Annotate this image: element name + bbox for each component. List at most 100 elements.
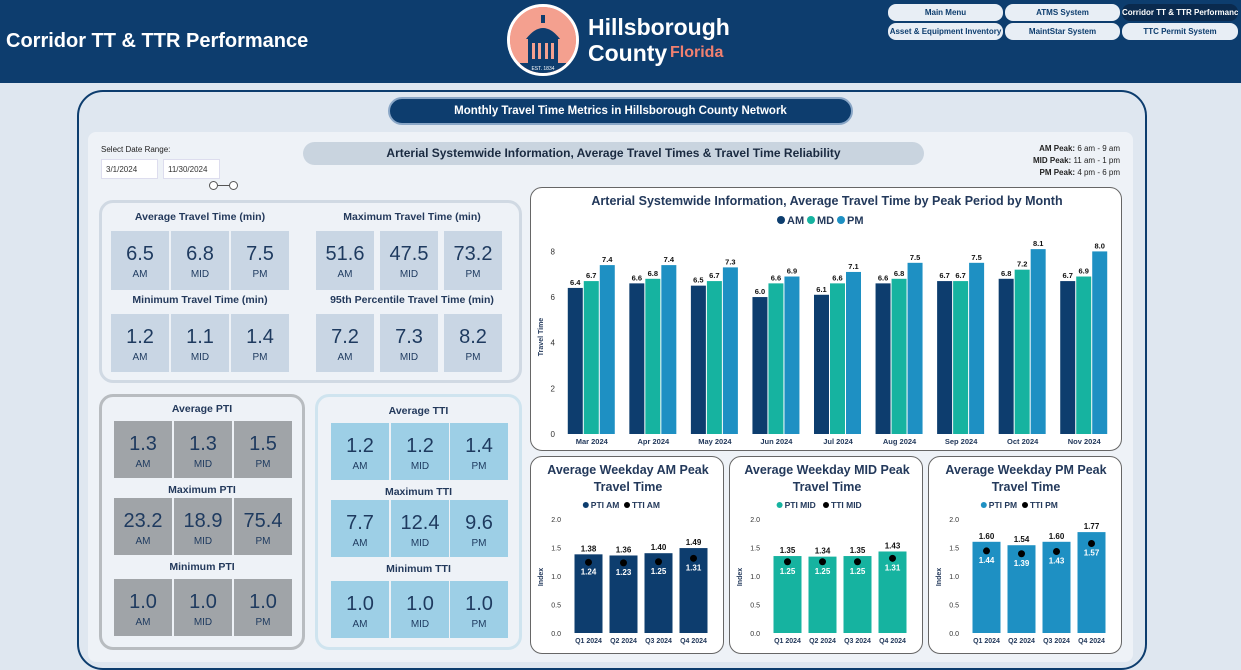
pti-value-label: 1.49 — [686, 538, 702, 547]
bar-pti — [679, 548, 708, 633]
mid-peak-note: MID Peak: 11 am - 1 pm — [1032, 156, 1120, 165]
legend-label-pti: PTI MID — [785, 500, 816, 510]
monthly-tt-chart-panel: Arterial Systemwide Information, Average… — [530, 187, 1122, 451]
bar-pm — [969, 262, 985, 434]
avg-pti-mid-tile: 1.3 MID — [174, 421, 232, 478]
min-pti-pm-tile: 1.0 PM — [234, 579, 292, 636]
avg-tti-pm-tile: 1.4 PM — [450, 423, 508, 480]
date-slider-track[interactable] — [213, 185, 233, 186]
x-tick-label: Q4 2024 — [1078, 638, 1105, 645]
bar-value-label: 6.7 — [955, 271, 965, 280]
bar-pm — [1030, 249, 1046, 434]
max-pti-title: Maximum PTI — [168, 484, 236, 496]
bar-value-label: 8.0 — [1095, 241, 1105, 250]
bar-value-label: 7.4 — [602, 255, 613, 264]
y-tick-label: 1.5 — [750, 546, 760, 553]
min-tt-am-tile: 1.2 AM — [111, 314, 169, 372]
seal-text: EST. 1834 — [531, 66, 554, 72]
bar-md — [768, 283, 784, 434]
y-tick-label: 2 — [551, 384, 556, 393]
am-peak-chart: PTI AM TTI AM Index 0.0 0.5 1.0 1.5 2.0 1.38 1.24… — [538, 500, 708, 645]
end-date-input[interactable]: 11/30/2024 — [163, 159, 220, 179]
avg-pti-pm-tile: 1.5 PM — [234, 421, 292, 478]
tti-marker — [854, 558, 861, 566]
monthly-tt-chart-title: Arterial Systemwide Information, Average… — [591, 194, 1063, 208]
nav-corridor-tt-button[interactable]: Corridor TT & TTR Performance — [1122, 4, 1238, 21]
avg-tt-title: Average Travel Time (min) — [134, 211, 266, 223]
y-tick-label: 2.0 — [750, 517, 760, 524]
tti-value-label: 1.25 — [651, 567, 667, 576]
x-tick-label: Q3 2024 — [844, 638, 871, 645]
tti-value-label: 1.24 — [581, 567, 597, 576]
pti-value-label: 1.77 — [1084, 522, 1100, 531]
bar-md — [645, 278, 661, 434]
tti-marker — [655, 558, 662, 566]
bar-pti — [574, 554, 603, 633]
bar-pti — [1042, 541, 1071, 633]
bar-value-label: 6.4 — [570, 278, 581, 287]
legend-marker-md — [807, 216, 815, 224]
pti-value-label: 1.35 — [780, 546, 796, 555]
nav-atms-system-button[interactable]: ATMS System — [1005, 4, 1120, 21]
logo-text-line3: Florida — [670, 44, 724, 61]
page-title: Corridor TT & TTR Performance — [6, 30, 309, 52]
bar-value-label: 6.8 — [1001, 269, 1011, 278]
county-seal-logo: EST. 1834 — [507, 4, 579, 76]
bar-value-label: 6.6 — [632, 273, 642, 282]
nav-ttc-permit-button[interactable]: TTC Permit System — [1122, 23, 1238, 40]
bar-value-label: 7.1 — [848, 262, 858, 271]
bar-am — [937, 281, 953, 434]
x-tick-label: Aug 2024 — [883, 437, 917, 446]
tti-marker — [1053, 547, 1060, 555]
pti-value-label: 1.60 — [1049, 532, 1065, 541]
max-tti-am-tile: 7.7 AM — [331, 500, 389, 557]
x-tick-label: Q4 2024 — [680, 638, 707, 645]
x-tick-label: Q1 2024 — [973, 638, 1000, 645]
header-bar: Corridor TT & TTR Performance EST. 1834 … — [0, 0, 1241, 83]
bar-md — [891, 278, 907, 434]
pm-peak-note: PM Peak: 4 pm - 6 pm — [1039, 168, 1121, 177]
tti-marker — [889, 554, 896, 562]
x-tick-label: May 2024 — [698, 437, 732, 446]
max-tt-pm-tile: 73.2 PM — [444, 231, 502, 290]
p95-tt-am-tile: 7.2 AM — [316, 314, 374, 372]
x-tick-label: Q2 2024 — [610, 638, 637, 645]
bar-pm — [599, 265, 615, 434]
bar-value-label: 6.7 — [939, 271, 949, 280]
tti-marker — [983, 547, 990, 555]
x-tick-label: Q2 2024 — [1008, 638, 1035, 645]
tti-value-label: 1.25 — [850, 567, 866, 576]
y-tick-label: 1.5 — [551, 546, 561, 553]
bar-value-label: 6.8 — [894, 269, 904, 278]
legend-marker-tti — [624, 502, 630, 508]
nav-asset-inventory-button[interactable]: Asset & Equipment Inventory — [888, 23, 1003, 40]
bar-pti — [609, 555, 638, 633]
nav-maintstar-button[interactable]: MaintStar System — [1005, 23, 1120, 40]
bar-value-label: 7.2 — [1017, 260, 1027, 269]
pm-peak-chart-panel: Average Weekday PM Peak Travel Time PTI … — [928, 456, 1122, 654]
legend-label-pti: PTI AM — [591, 500, 620, 510]
mid-peak-chart-title: Average Weekday MID Peak Travel Time — [744, 463, 910, 494]
bar-value-label: 6.9 — [1079, 267, 1089, 276]
start-date-input[interactable]: 3/1/2024 — [101, 159, 158, 179]
date-slider-start-handle[interactable] — [209, 181, 218, 190]
y-tick-label: 1.0 — [750, 574, 760, 581]
pti-value-label: 1.38 — [581, 544, 597, 553]
avg-tt-pm-tile: 7.5 PM — [231, 231, 289, 290]
p95-tt-mid-tile: 7.3 MID — [380, 314, 438, 372]
x-tick-label: Q1 2024 — [575, 638, 602, 645]
pti-value-label: 1.60 — [979, 532, 995, 541]
date-slider-end-handle[interactable] — [229, 181, 238, 190]
legend-marker-tti — [1022, 502, 1028, 508]
nav-main-menu-button[interactable]: Main Menu — [888, 4, 1003, 21]
legend-marker-am — [777, 216, 785, 224]
bar-pm — [1092, 251, 1108, 434]
min-tti-title: Minimum TTI — [386, 563, 451, 575]
bar-am — [567, 287, 583, 434]
bar-value-label: 6.5 — [693, 276, 703, 285]
avg-tti-mid-tile: 1.2 MID — [391, 423, 449, 480]
tti-value-label: 1.31 — [885, 563, 901, 572]
min-tt-pm-tile: 1.4 PM — [231, 314, 289, 372]
y-axis-label: Travel Time — [538, 318, 545, 357]
am-peak-chart-title: Average Weekday AM Peak Travel Time — [547, 463, 709, 494]
